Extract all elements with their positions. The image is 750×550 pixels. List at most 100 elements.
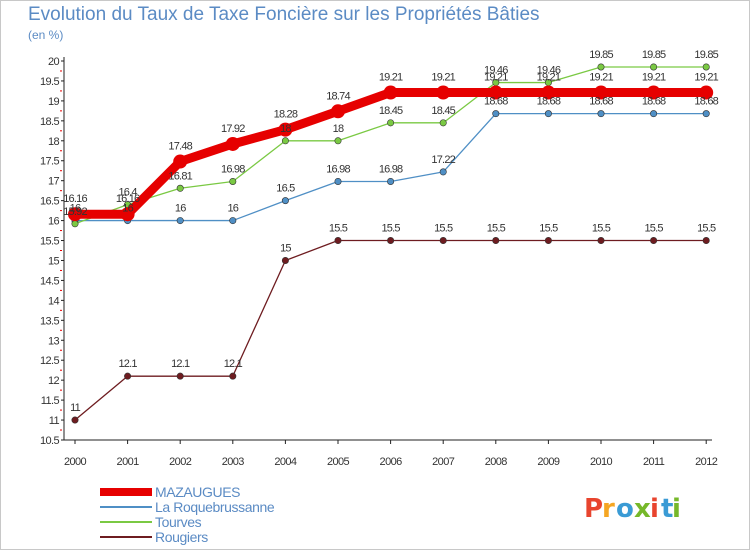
data-point-mazaugues <box>68 207 82 222</box>
y-tick-label: 19.5 <box>40 76 59 88</box>
data-label-rougiers: 15.5 <box>381 223 400 235</box>
y-tick-label: 13 <box>48 335 60 347</box>
logo-letter: P <box>584 494 603 524</box>
data-label-tourves: 18 <box>333 123 344 135</box>
data-point-mazaugues <box>594 85 608 100</box>
y-tick-label: 13.5 <box>40 315 59 327</box>
logo-letter: i <box>650 494 659 524</box>
data-label-la-roquebrussanne: 16 <box>227 203 238 215</box>
y-tick-label: 10.5 <box>40 435 59 447</box>
data-point-la-roquebrussanne <box>650 110 658 118</box>
data-point-rougiers <box>439 237 447 245</box>
data-point-rougiers <box>387 237 395 245</box>
data-point-tourves <box>439 119 447 127</box>
data-point-la-roquebrussanne <box>544 110 552 118</box>
y-tick-label: 15 <box>48 255 60 267</box>
data-label-mazaugues: 19.21 <box>379 72 403 84</box>
y-tick-label: 12 <box>48 375 60 387</box>
data-label-tourves: 18 <box>280 123 291 135</box>
data-point-la-roquebrussanne <box>229 217 237 225</box>
data-labels: 11 12.1 12.1 12.1 15 15.5 15.5 15.5 15.5 15.5 15.5… <box>63 49 719 414</box>
data-point-mazaugues <box>699 85 714 100</box>
logo-letter: x <box>634 494 651 524</box>
data-point-tourves <box>71 220 79 228</box>
data-point-rougiers <box>71 416 79 424</box>
data-label-mazaugues: 17.48 <box>168 141 192 153</box>
data-point-rougiers <box>702 237 710 245</box>
data-label-rougiers: 15.5 <box>644 223 663 235</box>
x-tick-label: 2008 <box>485 456 508 468</box>
data-label-la-roquebrussanne: 16 <box>70 203 81 215</box>
legend-label-la-roquebrussanne: La Roquebrussanne <box>155 499 275 515</box>
axes: 10.5 11 11.5 12 12.5 13 13.5 14 14.5 15 15.5 16 16.5… <box>40 56 718 468</box>
data-label-mazaugues: 16.16 <box>116 193 140 205</box>
data-point-tourves <box>176 184 184 192</box>
data-label-tourves: 16.98 <box>221 163 245 175</box>
y-tick-label: 18 <box>48 136 60 148</box>
x-tick-label: 2005 <box>327 456 350 468</box>
data-label-tourves: 19.46 <box>537 65 561 77</box>
data-label-tourves: 16.4 <box>118 187 137 199</box>
y-tick-label: 12.5 <box>40 355 59 367</box>
data-label-rougiers: 15.5 <box>487 223 506 235</box>
data-point-rougiers <box>281 256 289 264</box>
logo-letter: t <box>661 494 673 524</box>
y-tick-label: 11.5 <box>41 395 60 407</box>
data-label-la-roquebrussanne: 16.5 <box>276 183 295 195</box>
y-tick-label: 15.5 <box>40 236 59 248</box>
y-tick-label: 16.5 <box>40 196 59 208</box>
logo-letter: i <box>672 494 681 524</box>
data-label-mazaugues: 19.21 <box>537 72 561 84</box>
y-tick-label: 17.5 <box>40 156 59 168</box>
data-point-tourves <box>597 63 605 71</box>
logo-letter: o <box>616 494 634 524</box>
data-label-tourves: 16.81 <box>168 170 192 182</box>
data-label-tourves: 19.85 <box>589 49 613 61</box>
y-tick-label: 11 <box>49 415 60 427</box>
data-label-tourves: 19.85 <box>694 49 718 61</box>
data-point-tourves <box>387 119 395 127</box>
data-point-la-roquebrussanne <box>334 177 342 185</box>
data-label-tourves: 18.45 <box>379 105 403 117</box>
data-label-la-roquebrussanne: 16 <box>175 203 186 215</box>
data-label-tourves: 19.85 <box>642 49 666 61</box>
data-label-mazaugues: 18.74 <box>326 90 350 102</box>
data-point-mazaugues <box>436 85 451 100</box>
series-line-rougiers <box>74 239 707 421</box>
data-point-tourves <box>229 177 237 185</box>
data-label-rougiers: 12.1 <box>118 358 137 370</box>
data-label-la-roquebrussanne: 18.68 <box>642 96 666 108</box>
legend-label-mazaugues: MAZAUGUES <box>155 484 240 500</box>
data-point-rougiers <box>544 237 552 245</box>
data-point-la-roquebrussanne <box>702 110 710 118</box>
data-point-la-roquebrussanne <box>597 110 605 118</box>
data-point-mazaugues <box>646 85 661 100</box>
data-label-rougiers: 15.5 <box>697 223 716 235</box>
data-label-la-roquebrussanne: 18.68 <box>694 96 718 108</box>
data-point-rougiers <box>229 372 237 380</box>
x-tick-label: 2007 <box>432 456 455 468</box>
data-label-rougiers: 15 <box>280 242 291 254</box>
chart-subtitle: (en %) <box>28 28 64 42</box>
x-tick-label: 2006 <box>380 456 403 468</box>
data-label-rougiers: 15.5 <box>329 223 348 235</box>
y-tick-label: 16 <box>48 216 60 228</box>
x-tick-label: 2012 <box>695 456 718 468</box>
y-tick-label: 20 <box>48 56 60 68</box>
data-point-mazaugues <box>541 85 556 100</box>
legend-label-tourves: Tourves <box>155 514 202 530</box>
data-label-mazaugues: 18.28 <box>274 109 298 121</box>
data-point-tourves <box>334 137 342 145</box>
data-point-rougiers <box>492 237 500 245</box>
data-label-rougiers: 15.5 <box>539 223 558 235</box>
y-tick-label: 14 <box>48 295 60 307</box>
logo-letter: r <box>602 494 615 524</box>
data-label-mazaugues: 19.21 <box>642 72 666 84</box>
data-point-la-roquebrussanne <box>281 197 289 205</box>
data-label-mazaugues: 19.21 <box>694 72 718 84</box>
data-point-rougiers <box>334 237 342 245</box>
x-tick-label: 2002 <box>169 456 192 468</box>
x-tick-label: 2010 <box>590 456 613 468</box>
data-point-rougiers <box>650 237 658 245</box>
series-layer <box>68 63 714 424</box>
